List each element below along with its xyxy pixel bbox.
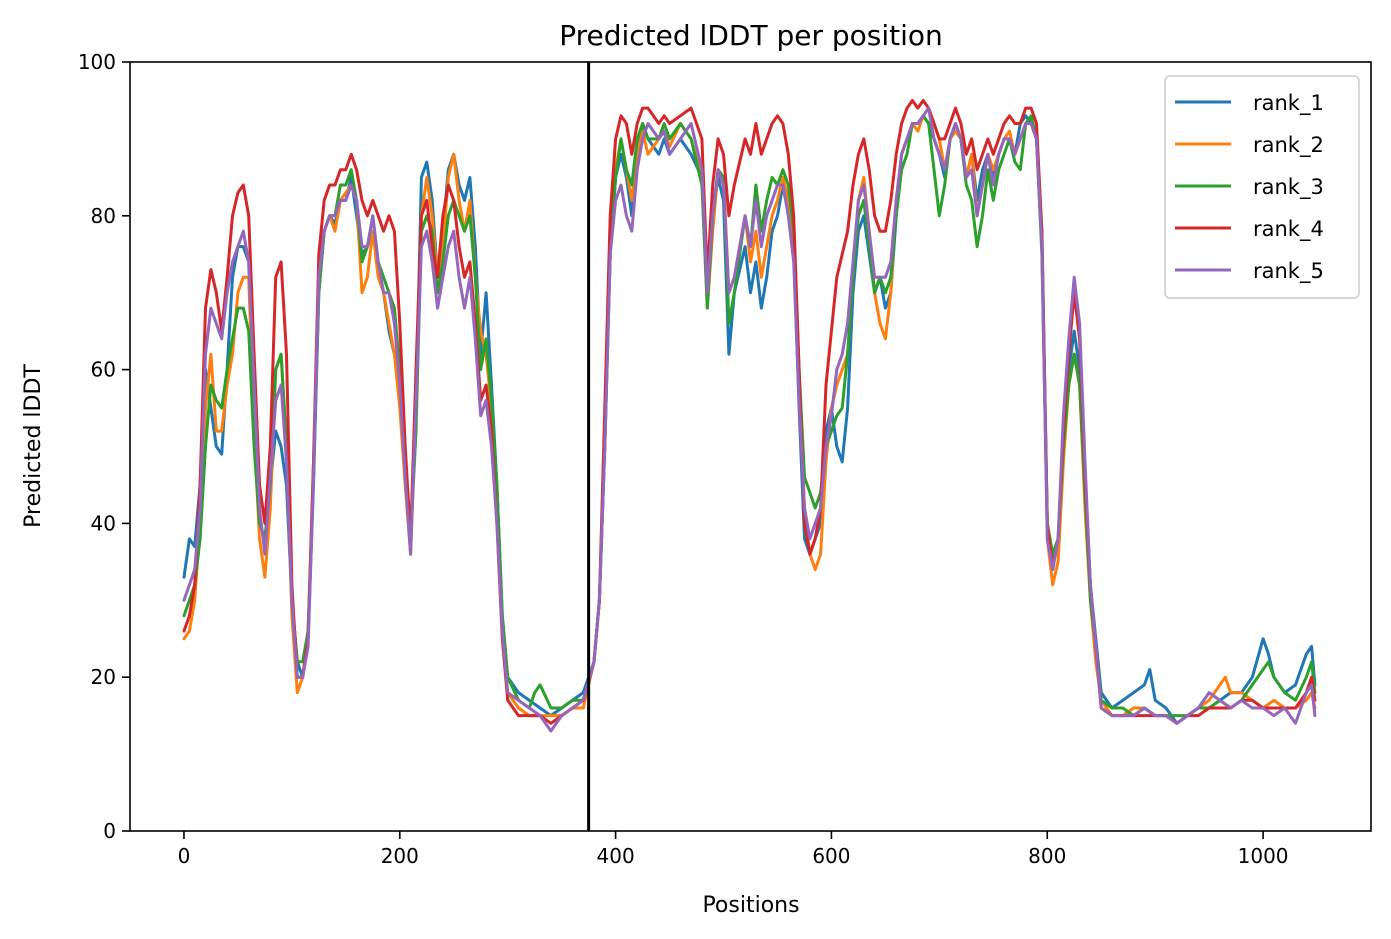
x-tick-label: 200 (381, 844, 419, 868)
y-tick-label: 20 (91, 665, 116, 689)
legend-label: rank_1 (1253, 91, 1324, 116)
x-tick-label: 0 (178, 844, 191, 868)
legend-box (1164, 75, 1360, 299)
y-tick-label: 80 (91, 204, 116, 228)
legend-label: rank_5 (1253, 259, 1324, 284)
legend-label: rank_2 (1253, 133, 1324, 158)
plot-area (182, 99, 1317, 733)
y-tick-label: 0 (103, 819, 116, 843)
chart-title: Predicted lDDT per position (559, 19, 943, 52)
y-axis-label: Predicted lDDT (21, 364, 46, 528)
x-tick-label: 800 (1028, 844, 1066, 868)
axes-frame (129, 61, 1372, 832)
x-tick-label: 600 (812, 844, 850, 868)
series-line-rank-5 (182, 106, 1317, 733)
y-tick-label: 60 (91, 358, 116, 382)
x-tick-label: 1000 (1238, 844, 1289, 868)
y-tick-label: 40 (91, 511, 116, 535)
legend-label: rank_4 (1253, 217, 1324, 242)
x-axis-label: Positions (702, 893, 799, 918)
legend-label: rank_3 (1253, 175, 1324, 200)
legend: rank_1 rank_2 rank_3 rank_4 rank_5 (1164, 75, 1360, 299)
axes: 0 200 400 600 800 1000 0 20 40 60 80 100 (78, 50, 1372, 868)
y-tick-label: 100 (78, 50, 116, 74)
x-tick-label: 400 (597, 844, 635, 868)
